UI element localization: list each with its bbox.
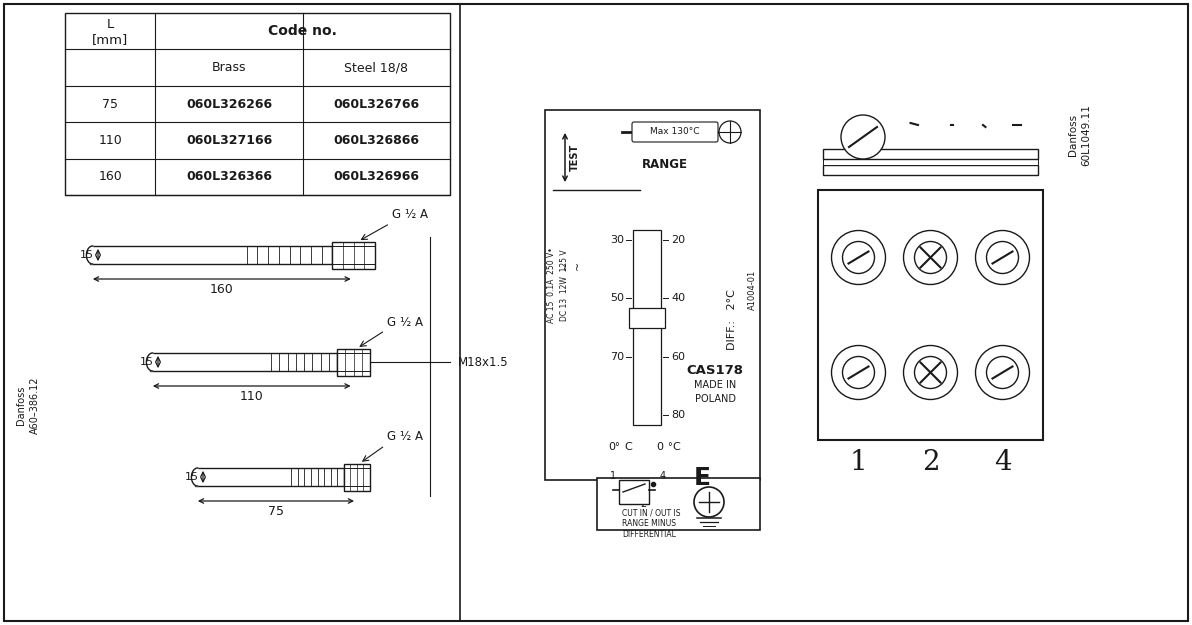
- Circle shape: [832, 231, 886, 284]
- Bar: [545, 110, 760, 480]
- Text: 4: 4: [660, 471, 666, 481]
- Text: 1: 1: [850, 449, 868, 476]
- Bar: [633, 230, 662, 425]
- Text: 80: 80: [671, 410, 685, 420]
- Bar: [337, 349, 370, 376]
- Polygon shape: [147, 353, 153, 371]
- Text: 060L326866: 060L326866: [334, 134, 420, 147]
- Text: 2: 2: [921, 449, 939, 476]
- Circle shape: [914, 241, 946, 274]
- Bar: [66, 13, 451, 195]
- Text: 75: 75: [268, 505, 284, 518]
- Text: 0: 0: [608, 442, 615, 452]
- Text: 060L326966: 060L326966: [334, 170, 420, 183]
- Text: 4: 4: [994, 449, 1011, 476]
- Bar: [195, 468, 343, 486]
- Text: 160: 160: [210, 283, 234, 296]
- Text: 15: 15: [80, 250, 94, 260]
- Text: CUT IN / OUT IS: CUT IN / OUT IS: [622, 508, 681, 517]
- Text: G ½ A: G ½ A: [392, 209, 428, 221]
- Bar: [818, 190, 1043, 440]
- Text: Brass: Brass: [212, 61, 247, 74]
- Bar: [822, 165, 1038, 175]
- Circle shape: [694, 487, 724, 517]
- Text: L: L: [106, 18, 114, 31]
- Circle shape: [843, 241, 875, 274]
- Text: 0: 0: [656, 442, 663, 452]
- Text: 15: 15: [185, 472, 199, 482]
- Text: C: C: [672, 442, 679, 452]
- Bar: [91, 246, 333, 264]
- Text: Max 130°C: Max 130°C: [651, 127, 700, 136]
- Circle shape: [987, 241, 1018, 274]
- Text: TEST: TEST: [570, 144, 581, 171]
- Text: 060L327166: 060L327166: [186, 134, 272, 147]
- Circle shape: [719, 121, 741, 143]
- Text: 2: 2: [640, 499, 646, 509]
- Polygon shape: [192, 468, 198, 486]
- Text: 160: 160: [99, 170, 122, 183]
- Text: MADE IN: MADE IN: [694, 380, 737, 390]
- Text: RANGE: RANGE: [642, 159, 688, 171]
- Text: E: E: [694, 466, 710, 490]
- Text: G ½ A: G ½ A: [387, 316, 423, 329]
- Text: RANGE MINUS: RANGE MINUS: [622, 519, 676, 528]
- Text: 50: 50: [610, 293, 623, 303]
- Circle shape: [832, 346, 886, 399]
- Text: ~
~: ~ ~: [561, 261, 583, 269]
- Text: 15: 15: [139, 357, 154, 367]
- Bar: [333, 241, 375, 269]
- Bar: [343, 464, 370, 491]
- Bar: [822, 159, 1038, 165]
- Text: 060L326366: 060L326366: [186, 170, 272, 183]
- Circle shape: [914, 356, 946, 389]
- Text: Steel 18/8: Steel 18/8: [344, 61, 409, 74]
- Text: 110: 110: [240, 390, 263, 403]
- Bar: [150, 353, 337, 371]
- Text: 20: 20: [671, 235, 685, 245]
- FancyBboxPatch shape: [632, 122, 718, 142]
- Text: Code no.: Code no.: [268, 24, 337, 38]
- Text: 060L326766: 060L326766: [334, 98, 420, 111]
- Circle shape: [975, 346, 1030, 399]
- Circle shape: [843, 356, 875, 389]
- Circle shape: [987, 356, 1018, 389]
- Text: DIFFERENTIAL: DIFFERENTIAL: [622, 530, 676, 539]
- Text: M18x1.5: M18x1.5: [458, 356, 509, 369]
- Text: 1: 1: [610, 471, 616, 481]
- Text: C: C: [623, 442, 632, 452]
- Text: 60: 60: [671, 352, 685, 362]
- Text: Danfoss
A60–386.12: Danfoss A60–386.12: [17, 376, 39, 434]
- Text: 70: 70: [610, 352, 623, 362]
- Bar: [619, 480, 648, 504]
- Text: A1004-01: A1004-01: [747, 270, 757, 310]
- Text: 060L326266: 060L326266: [186, 98, 272, 111]
- Text: Danfoss
60L1049.11: Danfoss 60L1049.11: [1068, 104, 1092, 166]
- Circle shape: [904, 346, 957, 399]
- Text: AC 15  0.1A  250 V•
DC 13  12W  125 V: AC 15 0.1A 250 V• DC 13 12W 125 V: [547, 247, 569, 323]
- Text: CAS178: CAS178: [687, 364, 744, 376]
- Bar: [629, 308, 665, 328]
- Bar: [822, 149, 1038, 159]
- Text: °: °: [614, 442, 619, 452]
- Bar: [597, 478, 760, 530]
- Text: 40: 40: [671, 293, 685, 303]
- Circle shape: [975, 231, 1030, 284]
- Text: DIFF.:   2°C: DIFF.: 2°C: [727, 289, 737, 351]
- Text: POLAND: POLAND: [695, 394, 735, 404]
- Text: °: °: [668, 442, 672, 452]
- Text: 75: 75: [103, 98, 118, 111]
- Circle shape: [842, 115, 884, 159]
- Text: G ½ A: G ½ A: [387, 431, 423, 444]
- Text: [mm]: [mm]: [92, 32, 129, 46]
- Circle shape: [904, 231, 957, 284]
- Text: 110: 110: [99, 134, 122, 147]
- Polygon shape: [86, 246, 93, 264]
- Text: 30: 30: [610, 235, 623, 245]
